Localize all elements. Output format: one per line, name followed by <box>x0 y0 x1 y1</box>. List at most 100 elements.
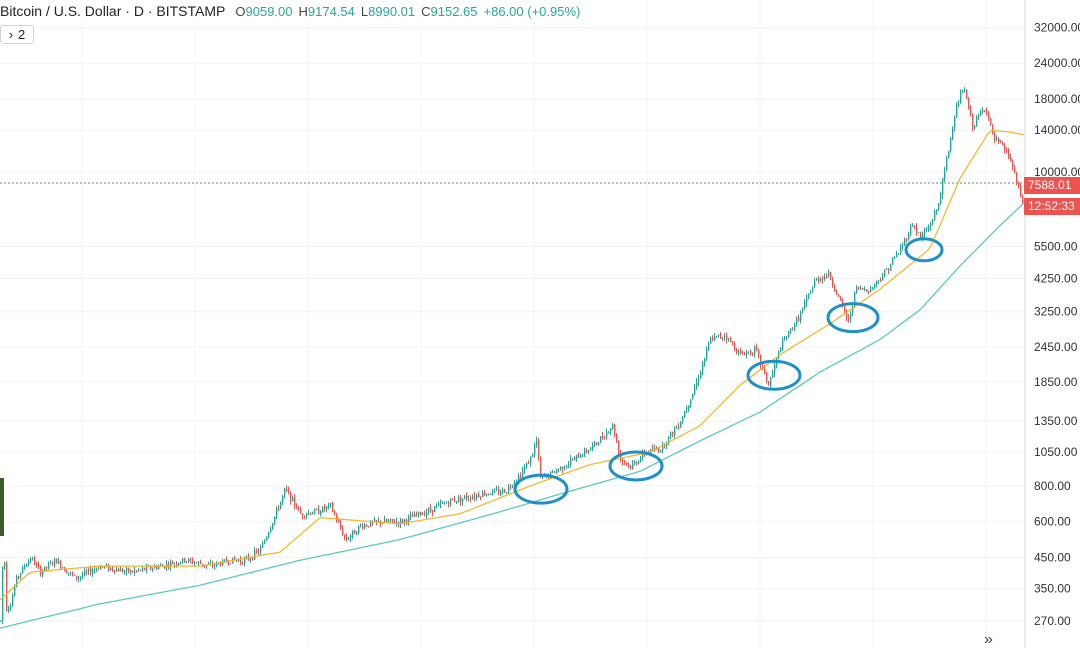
candle-body <box>296 505 298 509</box>
scroll-to-realtime-button[interactable]: » <box>984 632 993 648</box>
candle-body <box>390 518 392 521</box>
exchange-label: BITSTAMP <box>156 3 226 19</box>
candle-body <box>912 225 914 227</box>
candle-body <box>702 363 704 372</box>
candle-body <box>742 353 744 355</box>
price-axis-label: 4250.00 <box>1034 271 1078 285</box>
candle-body <box>814 280 816 287</box>
candle-body <box>428 508 430 513</box>
candle-body <box>26 564 28 567</box>
candle-body <box>764 367 766 373</box>
candle-body <box>626 462 628 465</box>
candle-body <box>238 560 240 561</box>
candle-body <box>358 525 360 534</box>
candle-body <box>162 565 164 566</box>
candle-body <box>56 558 58 564</box>
ohlc-change: +86.00 (+0.95%) <box>483 3 581 19</box>
candle-body <box>886 269 888 270</box>
candle-body <box>552 471 554 472</box>
candle-body <box>672 432 674 435</box>
price-axis-label: 270.00 <box>1034 614 1071 628</box>
candle-body <box>846 311 848 318</box>
candle-body <box>448 502 450 505</box>
candle-body <box>810 292 812 295</box>
candle-body <box>740 350 742 354</box>
candle-body <box>122 569 124 572</box>
candle-body <box>472 496 474 500</box>
candle-body <box>948 150 950 159</box>
double-chevron-right-icon: » <box>984 631 993 648</box>
candle-body <box>722 337 724 339</box>
candle-body <box>788 331 790 338</box>
highlight-circle-dip-3 <box>746 359 802 391</box>
candle-body <box>584 449 586 456</box>
ohlc-low: L8990.01 <box>360 3 416 19</box>
candle-body <box>978 115 980 117</box>
candle-body <box>566 465 568 469</box>
candle-body <box>46 566 48 568</box>
candle-body <box>922 234 924 238</box>
candle-body <box>370 521 372 527</box>
symbol-title[interactable]: Bitcoin / U.S. Dollar · D · BITSTAMP <box>0 3 226 19</box>
candle-body <box>668 436 670 444</box>
candle-body <box>502 489 504 493</box>
candle-body <box>896 253 898 258</box>
candle-body <box>528 463 530 464</box>
price-axis[interactable]: 270.00 350.00 450.00 600.00 800.00 1050.00 135… <box>1034 20 1080 628</box>
candle-body <box>934 212 936 221</box>
candle-body <box>574 457 576 461</box>
candle-body <box>708 343 710 349</box>
candle-body <box>284 489 286 496</box>
candle-body <box>608 432 610 433</box>
candle-body <box>956 104 958 118</box>
candle-body <box>928 227 930 230</box>
candle-body <box>512 486 514 488</box>
candle-body <box>142 567 144 570</box>
candle-body <box>1020 186 1022 198</box>
price-axis-label: 800.00 <box>1034 479 1071 493</box>
candle-body <box>974 125 976 129</box>
candle-body <box>230 563 232 565</box>
candle-body <box>204 565 206 567</box>
candle-body <box>224 559 226 561</box>
candle-body <box>344 534 346 538</box>
candle-body <box>570 459 572 464</box>
candle-body <box>30 558 32 561</box>
candle-body <box>446 502 448 504</box>
candle-body <box>926 229 928 232</box>
collapse-indicators-button[interactable]: › 2 <box>0 25 34 44</box>
candle-body <box>622 458 624 462</box>
candle-body <box>438 503 440 506</box>
candle-body <box>904 238 906 246</box>
candle-body <box>712 337 714 341</box>
candle-body <box>694 387 696 394</box>
candle-body <box>818 278 820 281</box>
candle-body <box>504 489 506 493</box>
candle-body <box>862 287 864 290</box>
left-panel-handle[interactable] <box>0 478 4 536</box>
candle-body <box>68 572 70 574</box>
candle-body <box>126 567 128 571</box>
candle-body <box>222 560 224 566</box>
candle-body <box>72 572 74 575</box>
candle-body <box>212 563 214 567</box>
candle-body <box>792 328 794 330</box>
candle-body <box>798 317 800 321</box>
candle-body <box>158 566 160 569</box>
candle-body <box>308 512 310 514</box>
candle-body <box>878 280 880 282</box>
candle-body <box>520 475 522 478</box>
candle-body <box>336 514 338 521</box>
candle-body <box>970 108 972 114</box>
candle-body <box>144 567 146 571</box>
candle-body <box>14 586 16 596</box>
candle-body <box>92 570 94 574</box>
candle-body <box>400 519 402 525</box>
candle-body <box>474 496 476 498</box>
candle-body <box>526 463 528 467</box>
candle-body <box>124 570 126 572</box>
candle-body <box>744 354 746 356</box>
candle-body <box>704 358 706 364</box>
candle-body <box>820 278 822 281</box>
